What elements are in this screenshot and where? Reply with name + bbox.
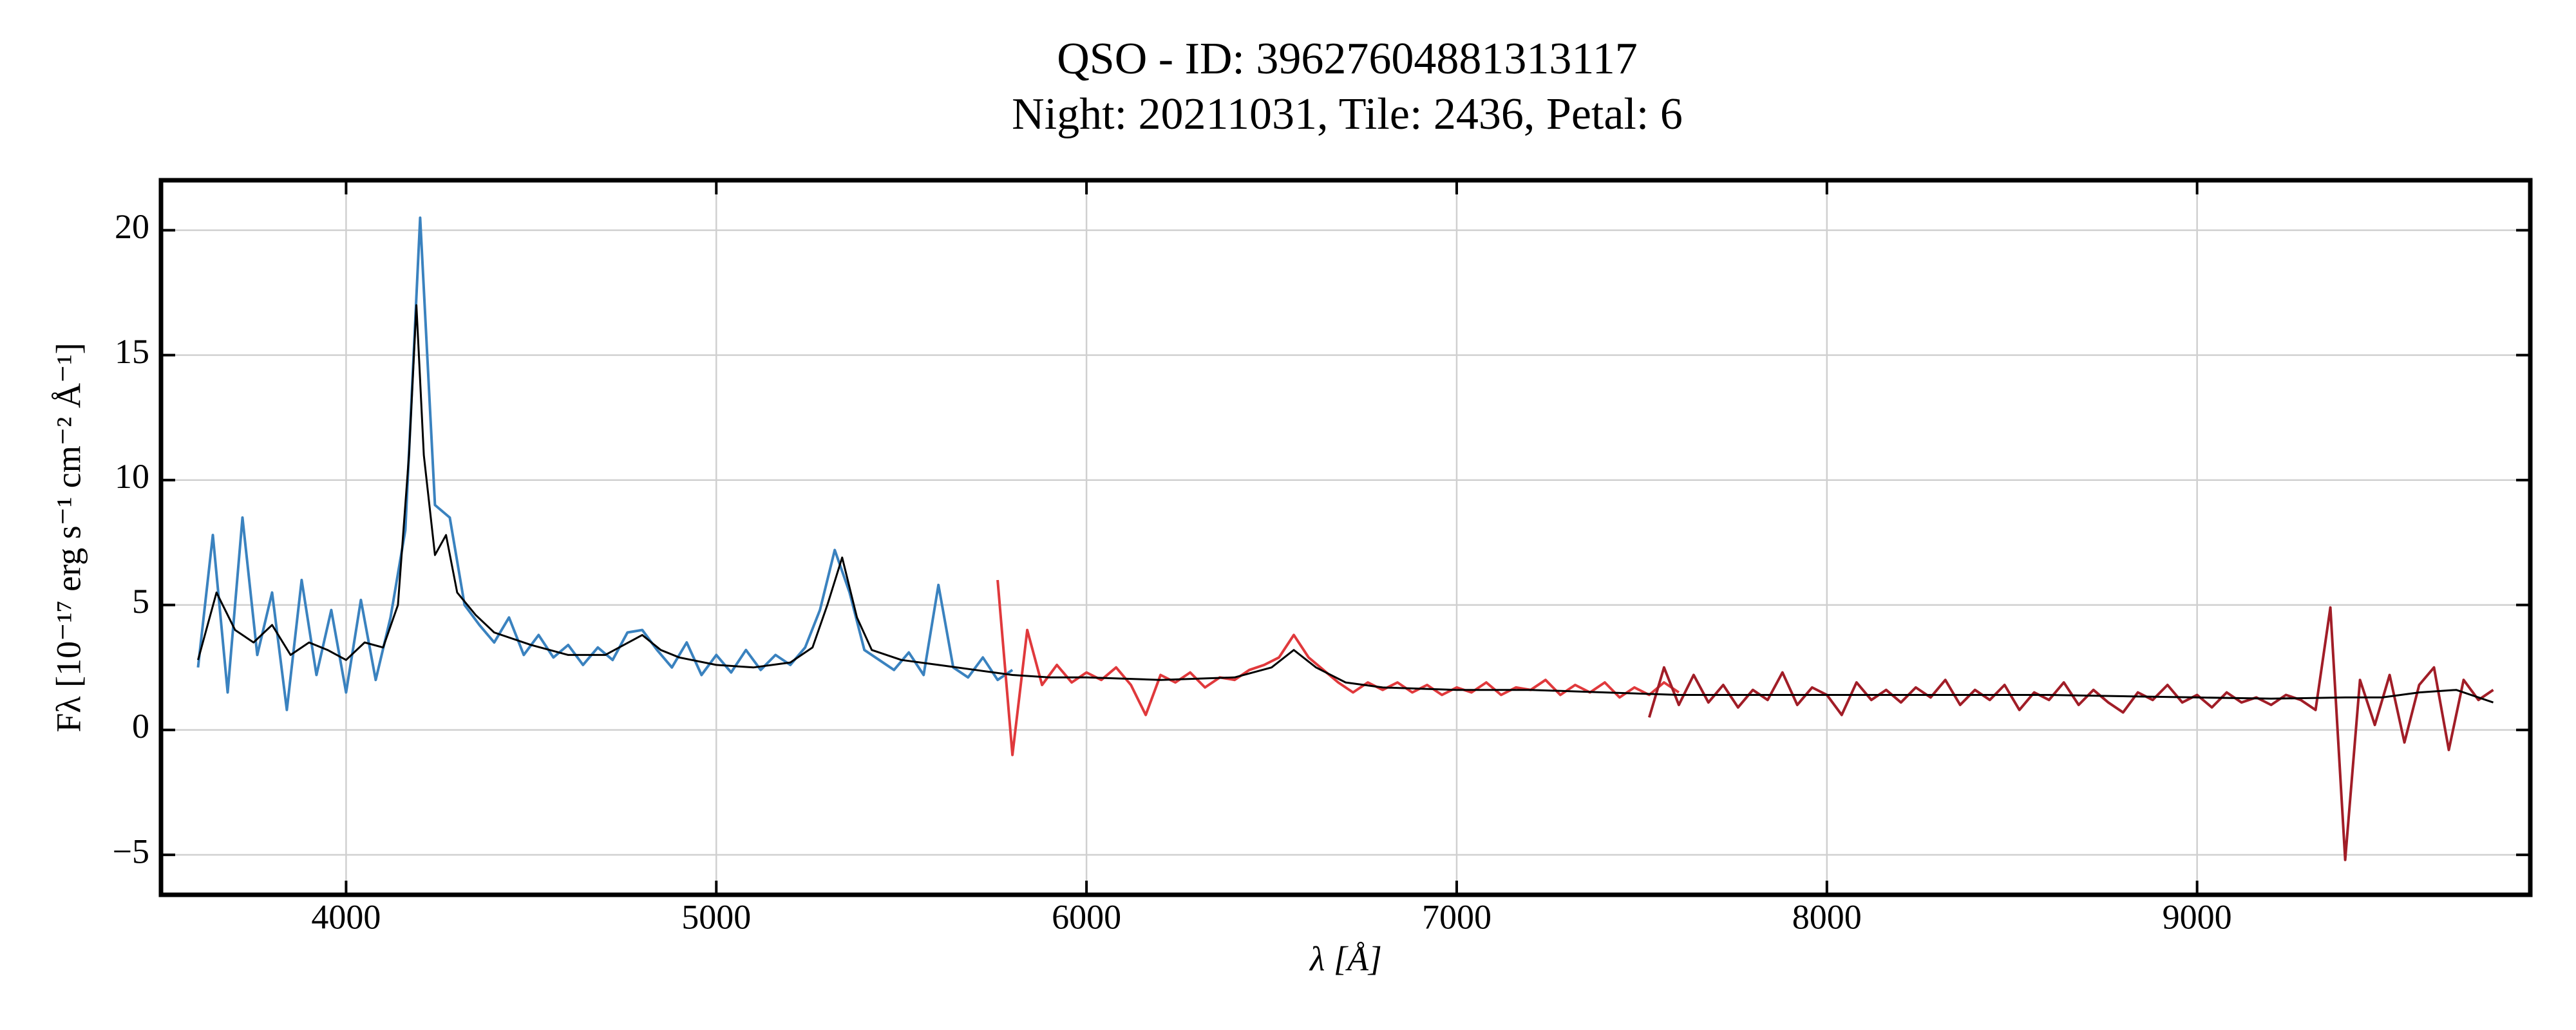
y-tick-label: 0 bbox=[132, 707, 149, 745]
spectrum-line bbox=[1647, 606, 2494, 861]
chart-title: QSO - ID: 39627604881313117 bbox=[1057, 34, 1638, 84]
y-tick-label: 20 bbox=[115, 207, 149, 246]
x-tick-label: 9000 bbox=[2163, 897, 2232, 936]
plot-area bbox=[196, 216, 2494, 861]
x-tick-label: 4000 bbox=[311, 897, 381, 936]
y-axis-label: Fλ [10⁻¹⁷ erg s⁻¹ cm⁻² Å⁻¹] bbox=[49, 342, 88, 732]
grid bbox=[161, 180, 2530, 895]
x-tick-label: 7000 bbox=[1422, 897, 1492, 936]
x-tick-label: 6000 bbox=[1052, 897, 1121, 936]
x-axis-label: λ [Å] bbox=[1309, 939, 1382, 978]
y-tick-label: −5 bbox=[113, 832, 149, 870]
x-tick-label: 5000 bbox=[681, 897, 751, 936]
spectrum-line bbox=[196, 216, 1014, 711]
spectrum-line bbox=[197, 304, 2494, 704]
axes-frame bbox=[158, 178, 2533, 897]
y-tick-label: 10 bbox=[115, 457, 149, 496]
y-tick-label: 5 bbox=[132, 582, 149, 621]
y-tick-label: 15 bbox=[115, 332, 149, 371]
x-tick-label: 8000 bbox=[1792, 897, 1862, 936]
spectrum-line bbox=[996, 579, 1680, 756]
axes: 4000 5000 6000 7000 8000 9000 −5 0 5 10 15 20 bbox=[113, 180, 2530, 936]
chart-subtitle: Night: 20211031, Tile: 2436, Petal: 6 bbox=[1012, 89, 1683, 139]
